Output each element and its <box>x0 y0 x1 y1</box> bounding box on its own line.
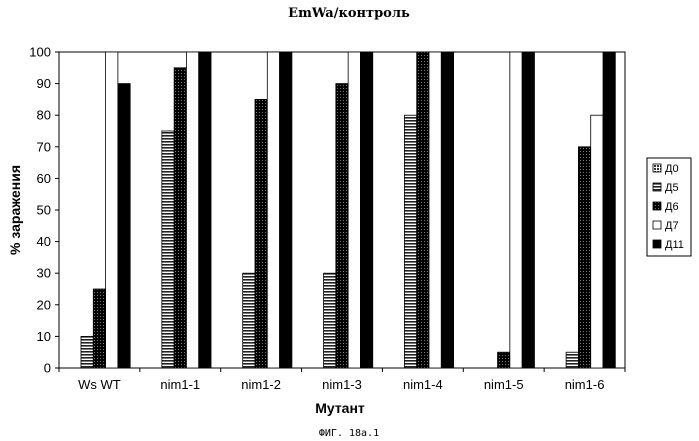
legend-label: Д6 <box>665 201 679 213</box>
y-tick-label: 40 <box>37 234 51 249</box>
bar-nim1-1-2 <box>174 68 186 368</box>
bar-nim1-5-4 <box>522 52 534 368</box>
x-tick-label: nim1-3 <box>322 377 362 392</box>
y-tick-label: 20 <box>37 297 51 312</box>
x-axis: Ws WT nim1-1 nim1-2 nim1-3 nim1-4 nim1-5 nim1-… <box>59 368 625 392</box>
legend-swatch <box>653 183 661 191</box>
legend-swatch <box>653 221 661 229</box>
bar-nim1-3-1 <box>324 273 336 368</box>
bar-nim1-2-3 <box>267 52 279 368</box>
bar-nim1-3-3 <box>348 52 360 368</box>
bars <box>81 52 615 368</box>
chart-title: EmWa/контроль <box>288 6 410 21</box>
bar-nim1-6-1 <box>566 352 578 368</box>
bar-nim1-4-3 <box>429 52 441 368</box>
x-axis-label: Мутант <box>315 400 365 416</box>
y-tick-label: 70 <box>37 139 51 154</box>
y-tick-label: 60 <box>37 171 51 186</box>
legend-swatch <box>653 164 661 172</box>
bar-nim1-2-2 <box>255 99 267 368</box>
y-tick-label: 100 <box>29 45 51 60</box>
x-tick-label: nim1-6 <box>565 377 605 392</box>
figure-caption: ФИГ. 18а.1 <box>319 428 379 439</box>
bar-nim1-4-1 <box>404 115 416 368</box>
bar-nim1-6-3 <box>591 115 603 368</box>
x-tick-label: nim1-4 <box>403 377 443 392</box>
bar-ws-wt-4 <box>118 84 130 368</box>
bar-nim1-5-2 <box>498 352 510 368</box>
bar-nim1-4-4 <box>441 52 453 368</box>
legend-label: Д0 <box>665 163 679 175</box>
bar-nim1-2-4 <box>280 52 292 368</box>
bar-ws-wt-3 <box>106 52 118 368</box>
y-tick-label: 30 <box>37 266 51 281</box>
bar-nim1-4-2 <box>417 52 429 368</box>
y-tick-label: 50 <box>37 203 51 218</box>
legend-label: Д7 <box>665 220 679 232</box>
x-tick-label: nim1-1 <box>160 377 200 392</box>
bar-nim1-3-4 <box>360 52 372 368</box>
x-tick-label: nim1-5 <box>484 377 524 392</box>
y-tick-label: 80 <box>37 108 51 123</box>
legend-label: Д5 <box>665 182 679 194</box>
y-tick-label: 90 <box>37 76 51 91</box>
bar-nim1-1-3 <box>186 52 198 368</box>
legend-swatch <box>653 240 661 248</box>
bar-nim1-6-2 <box>578 147 590 368</box>
x-tick-label: nim1-2 <box>241 377 281 392</box>
legend-label: Д11 <box>665 239 684 251</box>
y-tick-label: 0 <box>44 361 51 376</box>
bar-nim1-1-1 <box>162 131 174 368</box>
bar-nim1-5-3 <box>510 52 522 368</box>
bar-nim1-2-1 <box>243 273 255 368</box>
bar-nim1-3-2 <box>336 84 348 368</box>
y-axis-label: % заражения <box>7 165 23 255</box>
bar-nim1-6-4 <box>603 52 615 368</box>
y-tick-label: 10 <box>37 329 51 344</box>
bar-nim1-1-4 <box>199 52 211 368</box>
y-axis: 0 10 20 30 40 50 60 70 80 90 100 <box>29 45 59 376</box>
bar-ws-wt-1 <box>81 336 93 368</box>
legend-swatch <box>653 202 661 210</box>
x-tick-label: Ws WT <box>78 377 121 392</box>
bar-ws-wt-2 <box>93 289 105 368</box>
